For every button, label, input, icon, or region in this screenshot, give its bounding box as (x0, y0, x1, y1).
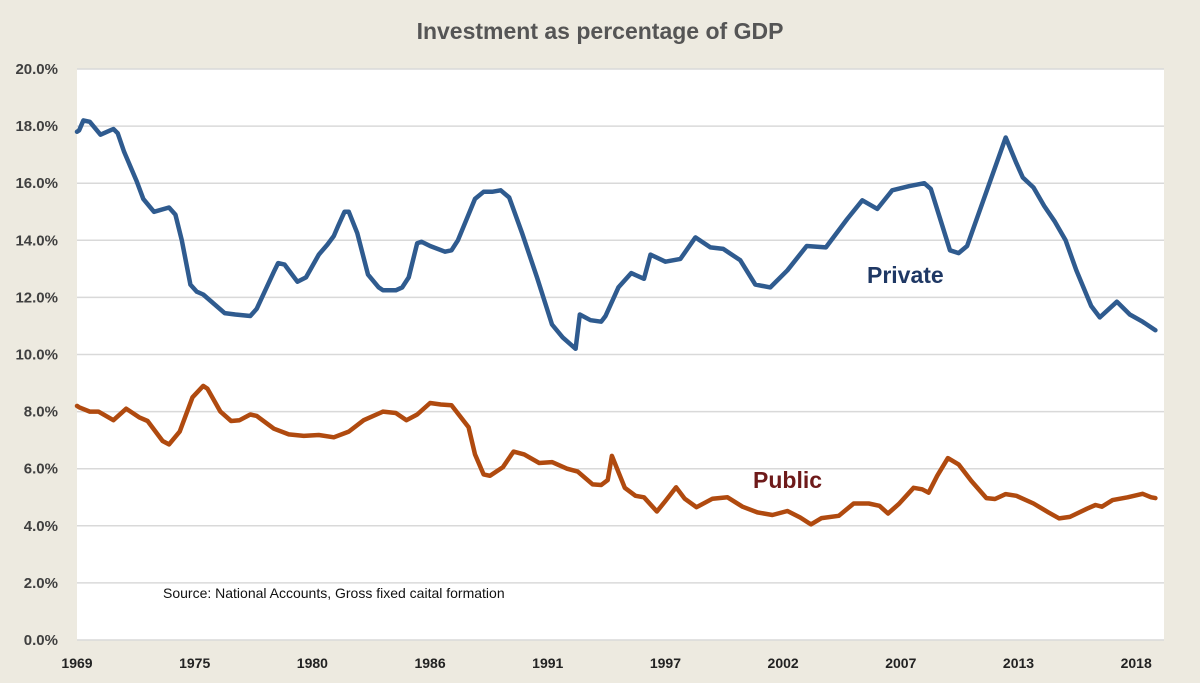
y-tick-label: 16.0% (15, 175, 58, 192)
x-tick-label: 1980 (297, 655, 328, 671)
series-label-private: Private (867, 262, 944, 288)
x-tick-label: 2013 (1003, 655, 1034, 671)
series-line-public (74, 383, 1158, 527)
x-tick-label: 2002 (768, 655, 799, 671)
y-tick-label: 8.0% (24, 404, 58, 421)
x-tick-label: 1969 (61, 655, 92, 671)
series-label-public: Public (753, 467, 822, 493)
y-tick-label: 10.0% (15, 347, 58, 364)
y-tick-label: 2.0% (24, 575, 58, 592)
y-tick-label: 6.0% (24, 461, 58, 478)
y-tick-label: 0.0% (24, 632, 58, 649)
series-lines (74, 118, 1158, 527)
gridlines (77, 68, 1164, 641)
x-tick-label: 2018 (1121, 655, 1152, 671)
x-tick-label: 1991 (532, 655, 563, 671)
y-tick-label: 18.0% (15, 118, 58, 135)
y-tick-label: 20.0% (15, 61, 58, 78)
y-tick-label: 4.0% (24, 518, 58, 535)
y-tick-label: 12.0% (15, 289, 58, 306)
chart-title: Investment as percentage of GDP (417, 18, 784, 44)
y-tick-label: 14.0% (15, 232, 58, 249)
x-tick-label: 1997 (650, 655, 681, 671)
series-line-private (74, 118, 1158, 352)
x-tick-label: 1986 (414, 655, 445, 671)
source-note: Source: National Accounts, Gross fixed c… (163, 585, 505, 601)
x-axis-ticks: 1969 1975 1980 1986 1991 1997 2002 2007 2013 2018 (61, 655, 1152, 671)
y-axis-ticks: 0.0% 2.0% 4.0% 6.0% 8.0% 10.0% 12.0% 14.0% 16.0%… (15, 61, 58, 649)
x-tick-label: 2007 (885, 655, 916, 671)
x-tick-label: 1975 (179, 655, 210, 671)
